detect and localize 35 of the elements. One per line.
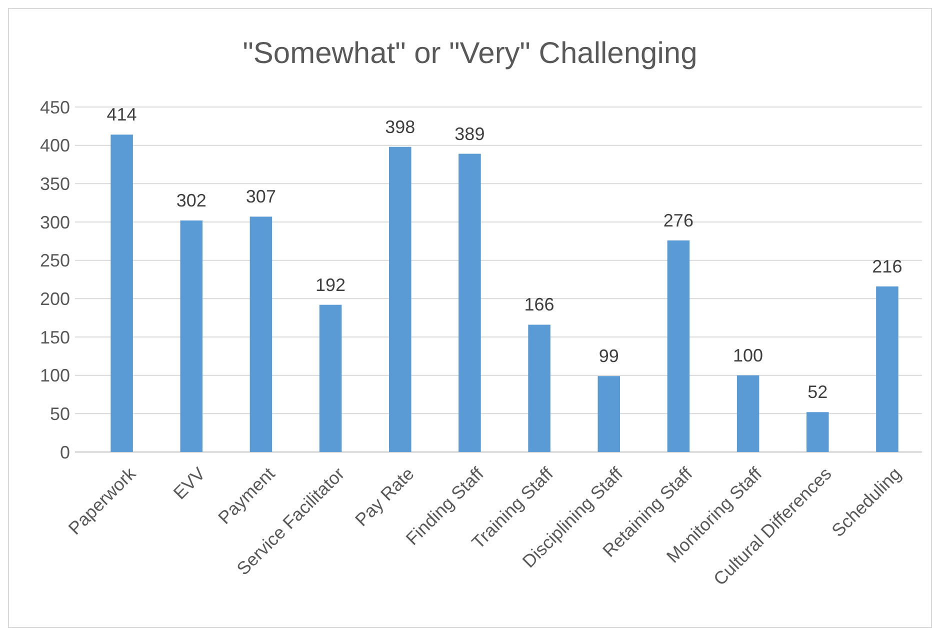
y-tick-label: 50 bbox=[50, 404, 70, 424]
y-tick-label: 300 bbox=[40, 212, 70, 232]
bar bbox=[180, 220, 203, 452]
bar bbox=[736, 375, 760, 452]
bar bbox=[876, 286, 898, 452]
bar bbox=[806, 412, 829, 452]
data-label: 398 bbox=[385, 116, 416, 137]
chart-title: "Somewhat" or "Very" Challenging bbox=[242, 37, 698, 70]
data-label: 216 bbox=[872, 256, 902, 276]
y-tick-label: 100 bbox=[40, 366, 70, 386]
data-label: 166 bbox=[524, 294, 554, 315]
data-label: 389 bbox=[454, 124, 485, 144]
bar bbox=[598, 376, 620, 452]
data-label: 99 bbox=[598, 346, 619, 366]
bar bbox=[319, 304, 342, 452]
bar bbox=[667, 240, 690, 452]
bar bbox=[388, 146, 412, 452]
data-label: 52 bbox=[808, 382, 828, 402]
bar bbox=[110, 134, 133, 452]
data-label: 302 bbox=[176, 190, 206, 210]
data-label: 192 bbox=[316, 274, 346, 295]
y-tick-label: 250 bbox=[40, 250, 70, 271]
y-tick-label: 450 bbox=[40, 97, 70, 118]
y-tick-label: 0 bbox=[60, 442, 70, 462]
data-label: 276 bbox=[663, 210, 694, 230]
bar bbox=[458, 154, 481, 452]
y-tick-label: 400 bbox=[40, 136, 70, 156]
y-tick-label: 200 bbox=[40, 288, 70, 309]
data-label: 307 bbox=[246, 186, 276, 207]
bar bbox=[250, 216, 272, 452]
y-tick-label: 150 bbox=[40, 327, 70, 348]
bar bbox=[528, 324, 550, 452]
y-tick-label: 350 bbox=[40, 174, 70, 194]
data-label: 100 bbox=[733, 345, 764, 366]
data-label: 414 bbox=[106, 104, 137, 125]
